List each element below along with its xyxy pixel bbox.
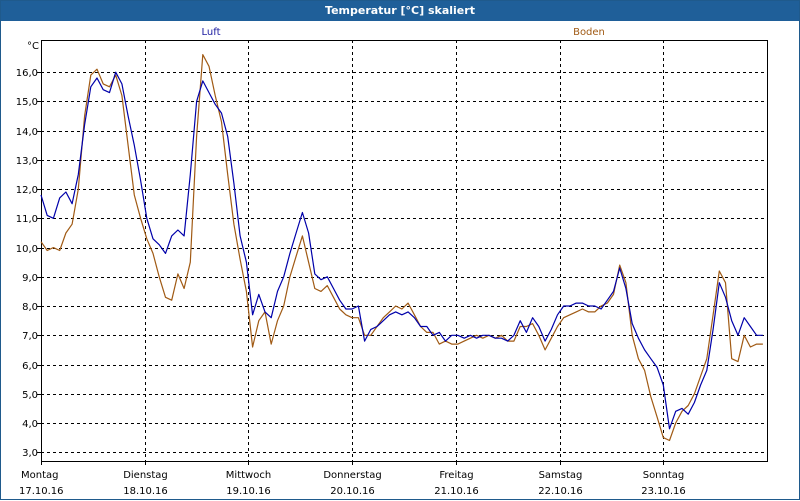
y-tick-label: 15,0: [16, 97, 38, 108]
legend-boden: Boden: [573, 27, 605, 38]
y-unit-label: °C: [27, 41, 39, 52]
y-tick-label: 16,0: [16, 68, 38, 79]
legend-luft: Luft: [202, 27, 221, 38]
x-axis: Montag 17.10.16 Dienstag 18.10.16 Mittwoch 19…: [19, 461, 686, 497]
y-tick-label: 10,0: [16, 244, 38, 255]
x-tick-date: 23.10.16: [641, 486, 686, 497]
x-tick-date: 20.10.16: [330, 486, 375, 497]
series-line-luft: [40, 71, 763, 430]
series-layer: [40, 53, 763, 442]
y-tick-label: 6,0: [22, 361, 38, 372]
series-line-boden: [40, 53, 763, 442]
y-tick-label: 12,0: [16, 185, 38, 196]
x-tick-day: Samstag: [539, 470, 583, 481]
grid: [41, 40, 767, 461]
chart-title: Temperatur [°C] skaliert: [1, 1, 799, 21]
y-tick-label: 9,0: [22, 273, 38, 284]
y-tick-label: 8,0: [22, 302, 38, 313]
y-tick-label: 4,0: [22, 419, 38, 430]
x-tick-day: Donnerstag: [323, 470, 381, 481]
x-tick-date: 18.10.16: [123, 486, 168, 497]
y-tick-label: 13,0: [16, 156, 38, 167]
plot-area: [41, 40, 768, 462]
x-tick-day: Freitag: [439, 470, 473, 481]
y-axis: 3,0 4,0 5,0 6,0 7,0 8,0 9,0 10,0 11,0 12,0 13,0 14,…: [16, 68, 41, 459]
x-tick-day: Dienstag: [123, 470, 168, 481]
x-tick-date: 19.10.16: [226, 486, 271, 497]
y-tick-label: 14,0: [16, 127, 38, 138]
y-tick-label: 7,0: [22, 331, 38, 342]
x-tick-day: Montag: [21, 470, 58, 481]
y-tick-label: 3,0: [22, 448, 38, 459]
x-tick-date: 17.10.16: [19, 486, 64, 497]
y-tick-label: 5,0: [22, 390, 38, 401]
y-tick-label: 11,0: [16, 214, 38, 225]
x-tick-date: 21.10.16: [434, 486, 479, 497]
x-tick-date: 22.10.16: [538, 486, 583, 497]
x-tick-day: Mittwoch: [226, 470, 271, 481]
x-tick-day: Sonntag: [643, 470, 685, 481]
